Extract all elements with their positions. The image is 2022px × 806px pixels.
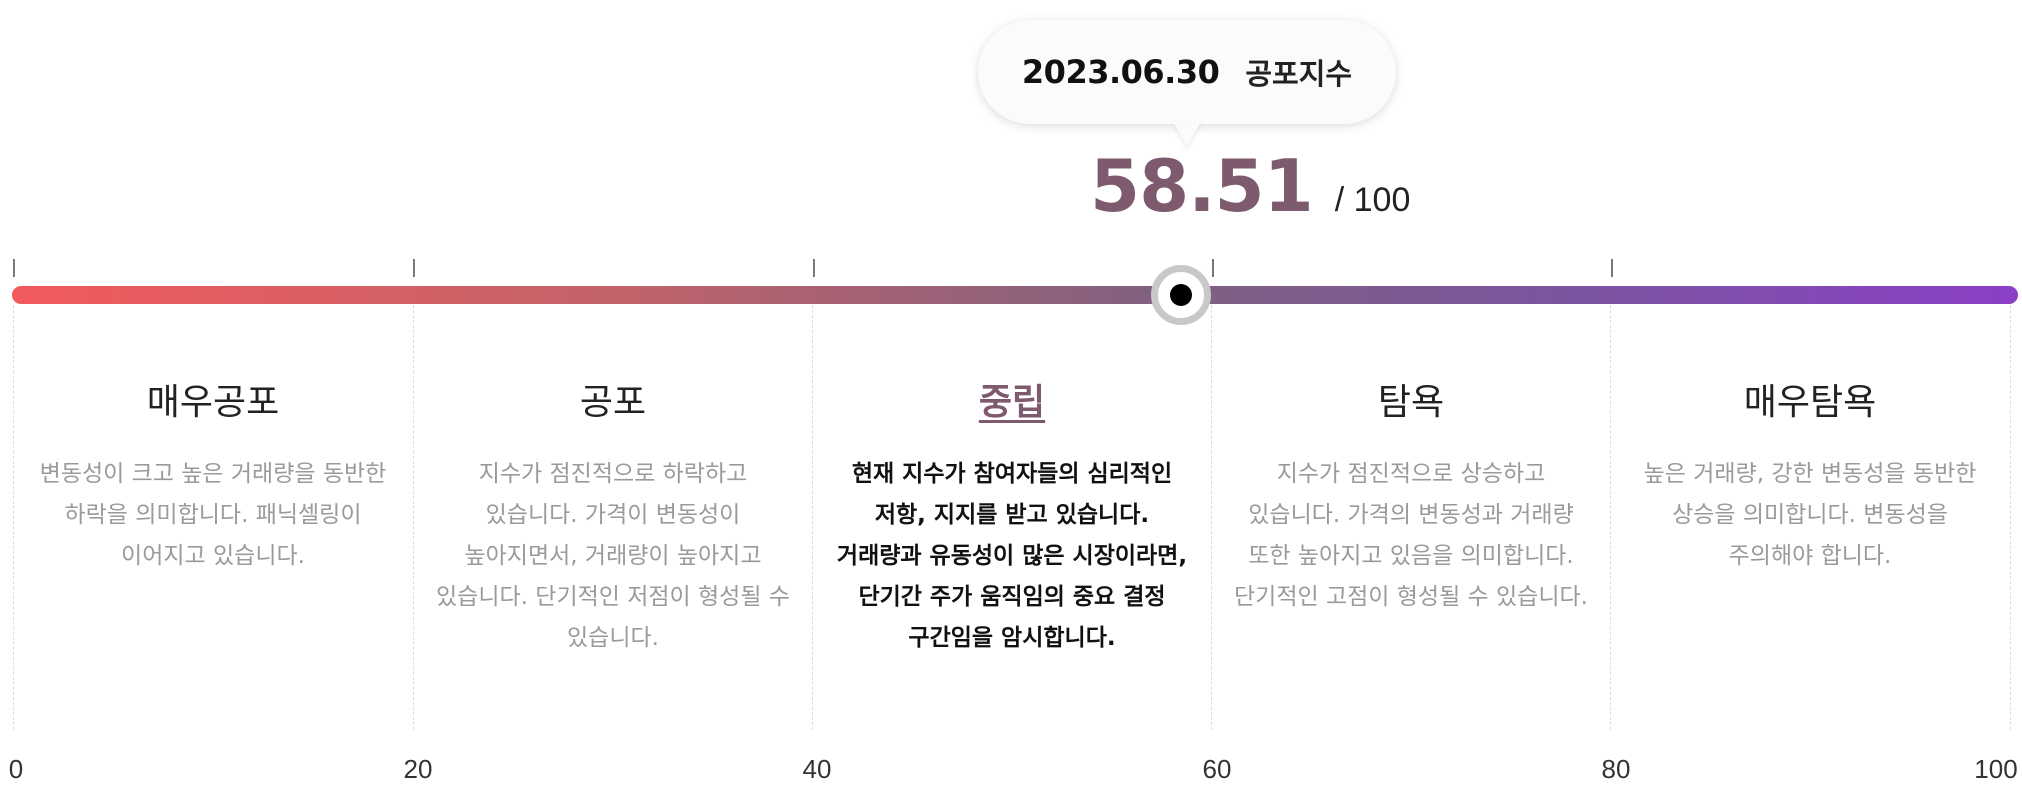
section-description: 지수가 점진적으로 하락하고 있습니다. 가격이 변동성이 높아지면서, 거래량…	[436, 461, 790, 651]
date-tooltip: 2023.06.30 공포지수	[978, 20, 1396, 124]
score-display: 58.51 / 100	[1090, 144, 1410, 244]
tooltip-tail	[1173, 122, 1201, 146]
section-title: 매우공포	[146, 382, 280, 423]
axis-label-60: 60	[1202, 754, 1232, 784]
section-description: 지수가 점진적으로 상승하고 있습니다. 가격의 변동성과 거래량 또한 높아지…	[1234, 461, 1588, 610]
section-title: 매우탐욕	[1743, 382, 1877, 423]
tooltip-date: 2023.06.30	[1021, 53, 1220, 91]
score-value: 58.51	[1090, 144, 1314, 228]
section-divider	[812, 305, 813, 730]
section-divider	[1610, 305, 1611, 730]
section-description: 높은 거래량, 강한 변동성을 동반한 상승을 의미합니다. 변동성을 주의해야…	[1643, 461, 1977, 569]
section-divider	[13, 305, 14, 730]
section-greed: 탐욕 지수가 점진적으로 상승하고 있습니다. 가격의 변동성과 거래량 또한 …	[1231, 378, 1591, 618]
gauge-tick	[1611, 259, 1613, 277]
section-neutral: 중립 현재 지수가 참여자들의 심리적인 저항, 지지를 받고 있습니다. 거래…	[832, 378, 1192, 659]
section-description-active: 현재 지수가 참여자들의 심리적인 저항, 지지를 받고 있습니다. 거래량과 …	[836, 461, 1188, 651]
section-title-active: 중립	[978, 382, 1046, 423]
gauge-tick	[1212, 259, 1214, 277]
gauge-tick	[13, 259, 15, 277]
gauge-marker[interactable]	[1151, 265, 1212, 325]
tooltip-label: 공포지수	[1245, 57, 1353, 91]
axis-label-80: 80	[1601, 754, 1631, 784]
section-very-fear: 매우공포 변동성이 크고 높은 거래량을 동반한 하락을 의미합니다. 패닉셀링…	[33, 378, 393, 577]
gauge-tick	[813, 259, 815, 277]
axis-label-40: 40	[802, 754, 832, 784]
section-divider	[413, 305, 414, 730]
section-title: 탐욕	[1377, 382, 1445, 423]
score-max: / 100	[1334, 181, 1411, 219]
gauge-marker-dot	[1170, 284, 1193, 306]
section-divider	[1211, 305, 1212, 730]
section-title: 공포	[579, 382, 647, 423]
gauge-bar	[12, 286, 2018, 304]
section-fear: 공포 지수가 점진적으로 하락하고 있습니다. 가격이 변동성이 높아지면서, …	[433, 378, 793, 659]
axis-label-0: 0	[8, 754, 24, 784]
section-very-greed: 매우탐욕 높은 거래량, 강한 변동성을 동반한 상승을 의미합니다. 변동성을…	[1630, 378, 1990, 577]
section-description: 변동성이 크고 높은 거래량을 동반한 하락을 의미합니다. 패닉셀링이 이어지…	[39, 461, 387, 569]
axis-label-20: 20	[403, 754, 433, 784]
section-divider	[2010, 305, 2011, 730]
axis-label-100: 100	[1974, 754, 2018, 784]
gauge-tick	[413, 259, 415, 277]
